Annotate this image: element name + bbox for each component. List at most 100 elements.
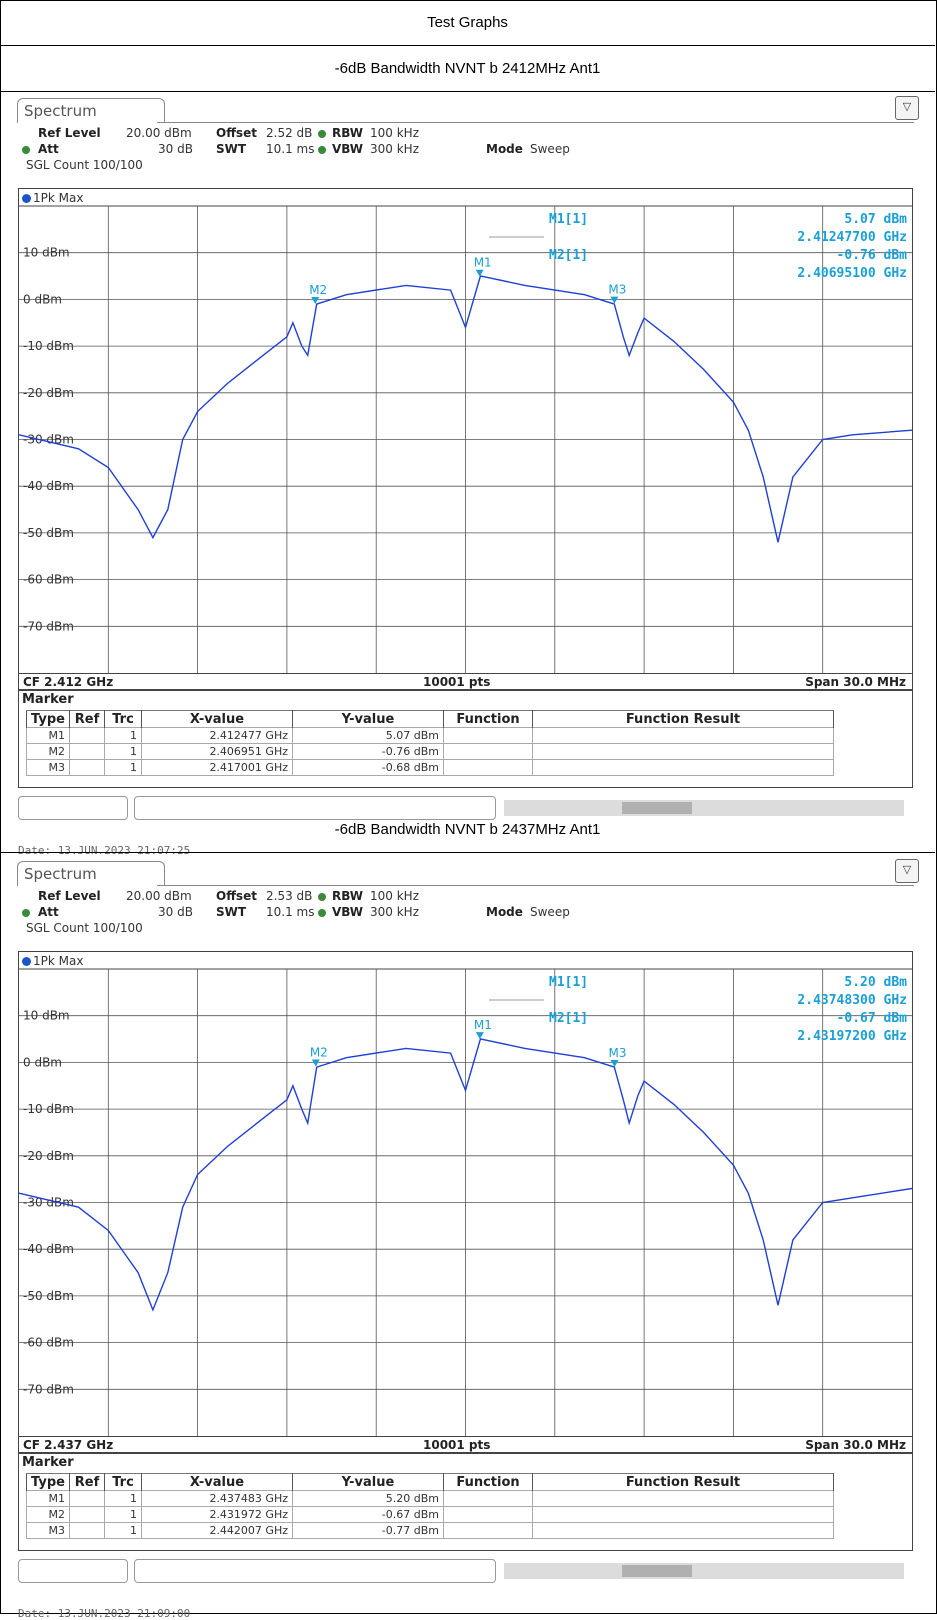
- marker-m1-icon: [475, 269, 484, 277]
- column-header: Ref: [69, 1473, 105, 1491]
- marker-m3-icon: [610, 1059, 619, 1067]
- offset-label: Offset: [216, 126, 257, 140]
- softkey-button[interactable]: [134, 796, 496, 820]
- table-row[interactable]: M2 1 2.431972 GHz -0.67 dBm: [26, 1506, 834, 1523]
- column-header: Type: [26, 710, 70, 728]
- mode-label: Mode: [486, 142, 523, 156]
- softkey-button[interactable]: [134, 1559, 496, 1583]
- table-cell: 1: [104, 1506, 142, 1523]
- spectrum-graph: 10 dBm 0 dBm -10 dBm -20 dBm -30 dBm -40 dBm -…: [19, 968, 912, 1436]
- table-cell: 2.406951 GHz: [141, 743, 293, 760]
- spectrum-plot[interactable]: 1Pk Max 10 dBm 0 dBm -10 dBm -20 dBm -30 dBm -…: [18, 951, 913, 1453]
- tab-spectrum[interactable]: Spectrum: [17, 98, 165, 123]
- marker-readout: 2.43197200 GHz: [797, 1029, 907, 1044]
- y-tick-label: 10 dBm: [23, 246, 70, 260]
- trace-indicator-icon: [22, 957, 31, 966]
- marker-readout: M2[1]: [549, 1011, 588, 1026]
- table-cell: M1: [26, 1490, 70, 1507]
- table-cell: M3: [26, 1522, 70, 1539]
- softkey-bar: [18, 1559, 911, 1583]
- tab-spectrum[interactable]: Spectrum: [17, 861, 165, 886]
- column-header: X-value: [141, 710, 293, 728]
- softkey-button[interactable]: [18, 1559, 128, 1583]
- status-bar: [504, 1563, 904, 1579]
- table-row[interactable]: M1 1 2.412477 GHz 5.07 dBm: [26, 727, 834, 744]
- rbw-value: 100 kHz: [370, 126, 419, 140]
- toolbar-icon[interactable]: ▽: [895, 859, 919, 883]
- marker-readout: 2.41247700 GHz: [797, 230, 907, 245]
- table-cell: [443, 727, 533, 744]
- rbw-indicator-icon: [318, 893, 326, 901]
- vbw-indicator-icon: [318, 909, 326, 917]
- y-tick-label: -20 dBm: [23, 386, 74, 400]
- table-row[interactable]: M3 1 2.417001 GHz -0.68 dBm: [26, 759, 834, 776]
- marker-m1-label: M1: [474, 256, 492, 270]
- table-cell: 1: [104, 727, 142, 744]
- sgl-count: SGL Count 100/100: [26, 921, 143, 935]
- column-header: Trc: [104, 1473, 142, 1491]
- center-frequency: CF 2.437 GHz: [23, 1438, 114, 1452]
- spectrum-plot[interactable]: 1Pk Max 10 dBm 0 dBm -10 dBm -20 dBm -30 dBm -…: [18, 188, 913, 690]
- table-cell: [69, 1490, 105, 1507]
- y-tick-label: -20 dBm: [23, 1149, 74, 1163]
- column-header: Function Result: [532, 1473, 834, 1491]
- table-cell: M2: [26, 743, 70, 760]
- column-header: Function Result: [532, 710, 834, 728]
- toolbar-icon[interactable]: ▽: [895, 96, 919, 120]
- marker-m2-icon: [311, 296, 320, 304]
- table-row[interactable]: M3 1 2.442007 GHz -0.77 dBm: [26, 1522, 834, 1539]
- marker-readout: M2[1]: [549, 248, 588, 263]
- marker-readout: M1[1]: [549, 212, 588, 227]
- att-value: 30 dB: [158, 905, 193, 919]
- table-row[interactable]: M2 1 2.406951 GHz -0.76 dBm: [26, 743, 834, 760]
- table-cell: -0.68 dBm: [292, 759, 444, 776]
- column-header: Function: [443, 1473, 533, 1491]
- column-header: Y-value: [292, 1473, 444, 1491]
- y-tick-label: -30 dBm: [23, 1196, 74, 1210]
- mode-label: Mode: [486, 905, 523, 919]
- marker-table-panel: Marker Type Ref Trc X-value Y-value Function Fu…: [18, 690, 913, 788]
- table-cell: [69, 1522, 105, 1539]
- marker-m3-label: M3: [609, 1046, 627, 1060]
- y-tick-label: 0 dBm: [23, 292, 62, 306]
- marker-table-title: Marker: [22, 692, 74, 707]
- table-cell: [69, 727, 105, 744]
- marker-readout: -0.67 dBm: [837, 1011, 908, 1026]
- y-tick-label: -50 dBm: [23, 526, 74, 540]
- marker-readout: 5.07 dBm: [844, 212, 907, 227]
- marker-m2-label: M2: [310, 1046, 328, 1060]
- softkey-button[interactable]: [18, 796, 128, 820]
- ref-level-value: 20.00 dBm: [126, 889, 192, 903]
- span-value: Span 30.0 MHz: [805, 1438, 906, 1452]
- marker-table-header: Type Ref Trc X-value Y-value Function Function…: [26, 1473, 834, 1491]
- graph-caption: -6dB Bandwidth NVNT b 2437MHz Ant1: [0, 808, 935, 853]
- column-header: Function: [443, 710, 533, 728]
- marker-m2-icon: [311, 1059, 320, 1067]
- y-tick-label: -70 dBm: [23, 1382, 74, 1396]
- y-tick-label: 0 dBm: [23, 1055, 62, 1069]
- vbw-label: VBW: [332, 142, 364, 156]
- table-cell: [443, 1506, 533, 1523]
- swt-label: SWT: [216, 905, 247, 919]
- marker-m1-label: M1: [474, 1018, 492, 1032]
- center-frequency: CF 2.412 GHz: [23, 675, 114, 689]
- y-tick-label: -10 dBm: [23, 1102, 74, 1116]
- table-cell: 2.437483 GHz: [141, 1490, 293, 1507]
- spectrum-screenshot: Spectrum ▽ Ref Level 20.00 dBm Offset 2.53 dB…: [10, 855, 925, 1620]
- sweep-points: 10001 pts: [423, 1438, 491, 1452]
- table-row[interactable]: M1 1 2.437483 GHz 5.20 dBm: [26, 1490, 834, 1507]
- marker-table-title: Marker: [22, 1455, 74, 1470]
- marker-readout: 2.40695100 GHz: [797, 266, 907, 281]
- rbw-label: RBW: [332, 126, 363, 140]
- table-cell: [443, 759, 533, 776]
- progress-indicator: [622, 802, 692, 814]
- sweep-points: 10001 pts: [423, 675, 491, 689]
- table-cell: 5.20 dBm: [292, 1490, 444, 1507]
- swt-label: SWT: [216, 142, 247, 156]
- softkey-bar: [18, 796, 911, 820]
- marker-readout: 5.20 dBm: [844, 975, 907, 990]
- trace-label: 1Pk Max: [22, 191, 83, 205]
- offset-value: 2.52 dB: [266, 126, 313, 140]
- table-cell: 1: [104, 1490, 142, 1507]
- table-cell: [532, 1506, 834, 1523]
